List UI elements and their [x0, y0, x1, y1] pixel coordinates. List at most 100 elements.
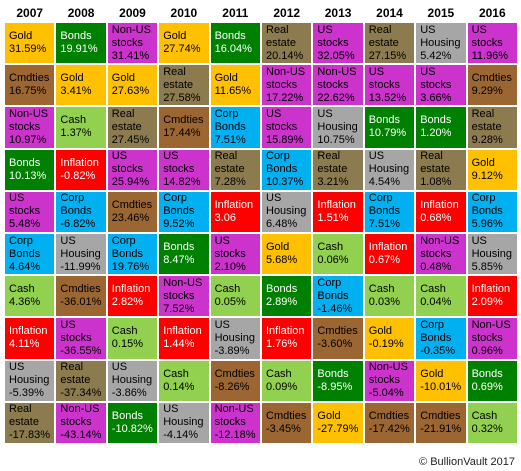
return-value: -17.83% — [9, 429, 50, 442]
asset-cell: Corp Bonds 5.96% — [466, 190, 518, 233]
year-header: 2015 — [415, 4, 467, 22]
asset-cell: Corp Bonds -6.82% — [55, 190, 107, 233]
asset-cell: Corp Bonds 7.51% — [209, 106, 261, 149]
asset-name: stocks — [317, 36, 349, 49]
asset-name: US — [60, 234, 76, 247]
return-value: 1.20% — [420, 127, 452, 140]
return-value: 2.89% — [266, 296, 298, 309]
year-header: 2009 — [106, 4, 159, 22]
year-header: 2012 — [261, 4, 313, 22]
asset-name: Real — [266, 23, 289, 36]
asset-name: Real — [420, 150, 443, 163]
asset-name: Non-US — [111, 23, 151, 36]
return-value: 7.52% — [163, 302, 195, 315]
asset-name: Non-US — [60, 403, 100, 416]
asset-name: US — [471, 23, 487, 36]
asset-name: Corp — [9, 234, 33, 247]
return-value: -5.39% — [9, 387, 44, 400]
return-value: 14.82% — [163, 176, 201, 189]
asset-name: Cmdties — [420, 409, 461, 422]
return-value: 7.51% — [214, 133, 246, 146]
return-value: -3.89% — [214, 344, 250, 357]
return-value: -36.55% — [60, 344, 102, 357]
asset-name: Cmdties — [471, 72, 512, 85]
asset-name: Cash — [471, 409, 498, 422]
asset-name: Gold — [163, 30, 187, 43]
asset-name: Real — [317, 150, 341, 163]
asset-name: Bonds — [214, 30, 246, 43]
return-value: 31.59% — [9, 43, 47, 56]
asset-name: Cmdties — [111, 198, 153, 211]
asset-name: stocks — [60, 331, 92, 344]
return-value: 0.96% — [471, 344, 503, 357]
asset-name: stocks — [471, 36, 503, 49]
asset-cell: US Housing 10.75% — [312, 106, 364, 149]
asset-name: Inflation — [60, 156, 99, 169]
return-value: 3.06 — [214, 211, 237, 224]
asset-name: stocks — [9, 120, 41, 133]
asset-cell: US stocks 5.48% — [4, 190, 56, 233]
return-value: 10.13% — [9, 169, 47, 182]
return-value: 0.03% — [368, 296, 400, 309]
asset-name: Bonds — [163, 241, 195, 254]
asset-cell: Corp Bonds -1.46% — [312, 275, 364, 318]
asset-cell: Bonds 16.04% — [209, 22, 261, 65]
asset-cell: Cmdties 23.46% — [106, 190, 159, 233]
asset-cell: US Housing -4.14% — [158, 401, 210, 444]
asset-name: US — [420, 65, 436, 78]
asset-cell: US stocks 14.82% — [158, 148, 210, 191]
return-value: 0.06% — [317, 254, 349, 267]
asset-name: estate — [111, 120, 142, 133]
asset-cell: US Housing -5.39% — [4, 359, 56, 402]
asset-cell: Corp Bonds -0.35% — [415, 317, 467, 360]
asset-cell: Inflation 1.44% — [158, 317, 210, 360]
asset-cell: Real estate 9.28% — [466, 106, 518, 149]
asset-name: Bonds — [60, 205, 92, 218]
asset-name: Bonds — [266, 283, 298, 296]
asset-name: estate — [317, 163, 348, 176]
return-value: 17.44% — [163, 127, 201, 140]
asset-name: Bonds — [60, 30, 92, 43]
asset-cell: Cmdties -21.91% — [415, 401, 467, 444]
asset-name: Housing — [60, 247, 101, 260]
asset-cell: Cmdties -8.26% — [209, 359, 261, 402]
return-value: 27.58% — [163, 91, 201, 104]
asset-name: stocks — [9, 205, 41, 218]
asset-name: Real — [214, 150, 238, 163]
asset-name: Cash — [368, 283, 395, 296]
return-value: -3.86% — [111, 387, 147, 400]
asset-cell: Gold 27.63% — [106, 64, 159, 107]
asset-name: stocks — [214, 416, 246, 429]
year-header: 2008 — [55, 4, 107, 22]
asset-cell: Bonds 19.91% — [55, 22, 107, 65]
asset-name: Cmdties — [368, 409, 410, 422]
return-value: 0.05% — [214, 296, 246, 309]
asset-name: Bonds — [163, 205, 195, 218]
asset-name: estate — [214, 163, 245, 176]
asset-cell: Gold -27.79% — [312, 401, 364, 444]
asset-name: Real — [471, 107, 495, 120]
asset-name: Inflation — [163, 325, 202, 338]
return-value: -27.79% — [317, 422, 359, 435]
asset-name: estate — [9, 416, 39, 429]
asset-name: stocks — [471, 331, 503, 344]
return-value: 10.79% — [368, 127, 407, 140]
return-value: 3.21% — [317, 176, 349, 189]
return-value: 9.29% — [471, 85, 503, 98]
asset-cell: Gold 3.41% — [55, 64, 107, 107]
asset-cell: Non-US stocks 10.97% — [4, 106, 56, 149]
asset-cell: Cash 4.36% — [4, 275, 56, 318]
asset-name: Non-US — [214, 403, 254, 416]
return-value: 1.51% — [317, 211, 349, 224]
asset-name: Corp — [420, 318, 445, 331]
asset-cell: Gold 31.59% — [4, 22, 56, 65]
return-value: -0.82% — [60, 169, 96, 182]
return-value: 25.94% — [111, 176, 150, 189]
return-value: 27.63% — [111, 85, 150, 98]
asset-name: US — [214, 318, 230, 331]
return-value: -0.19% — [368, 338, 404, 351]
asset-name: Non-US — [368, 361, 408, 374]
asset-name: Gold — [471, 156, 495, 169]
asset-name: Real — [163, 65, 186, 78]
return-value: 3.66% — [420, 91, 452, 104]
